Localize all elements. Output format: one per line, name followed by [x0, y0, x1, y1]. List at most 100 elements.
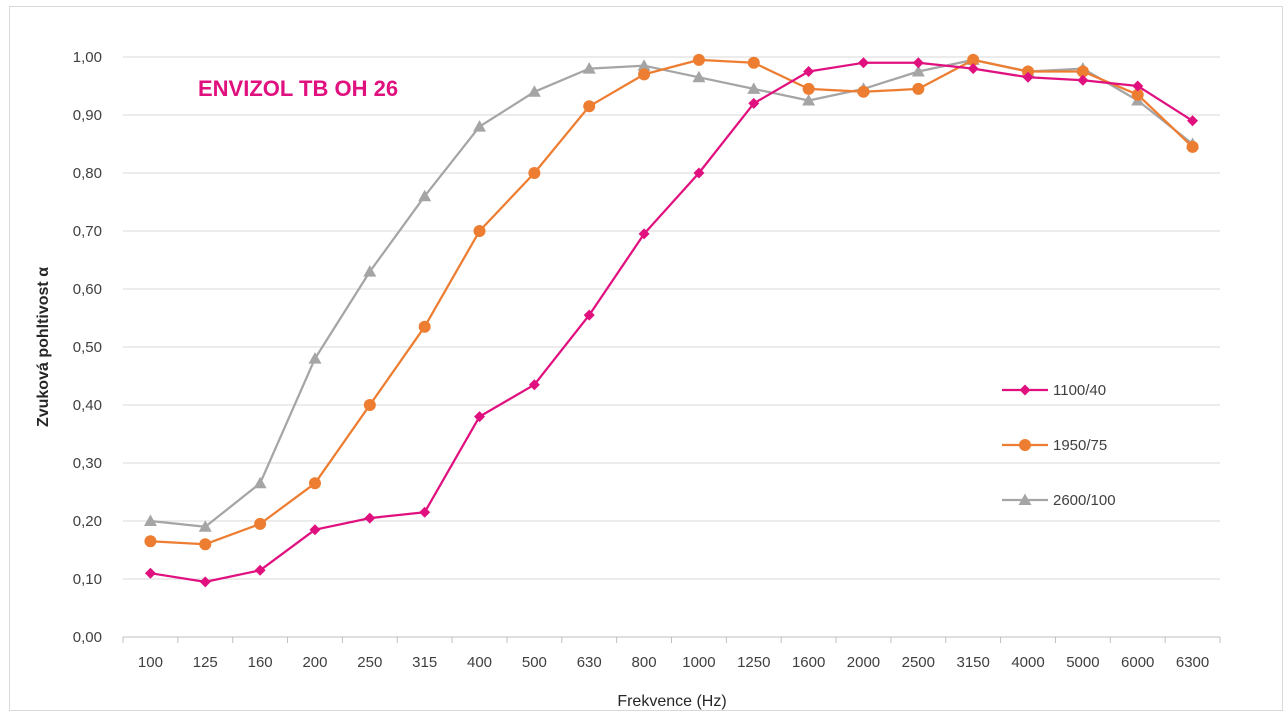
data-point	[637, 59, 651, 71]
series-group	[143, 53, 1200, 588]
series-1100-40	[144, 57, 1199, 588]
y-tick-label: 0,80	[73, 165, 102, 182]
data-point	[1076, 65, 1089, 78]
x-tick-label: 1600	[792, 654, 825, 671]
x-tick-label: 400	[467, 654, 492, 671]
data-point	[528, 379, 540, 391]
x-tick-label: 125	[193, 654, 218, 671]
y-axis-title: Zvuková pohltivost α	[35, 267, 52, 427]
x-axis-title: Frekvence (Hz)	[617, 693, 726, 710]
data-point	[1022, 71, 1034, 83]
x-tick-labels: 100 125 160 200 250 315 400 500 630 800 1000 1250 16…	[138, 654, 1209, 671]
x-tick-label: 315	[412, 654, 437, 671]
x-tick-label: 160	[248, 654, 273, 671]
y-tick-label: 0,00	[73, 629, 102, 646]
data-point	[857, 85, 870, 98]
data-point	[803, 66, 815, 77]
y-tick-label: 0,70	[73, 223, 102, 240]
x-tick-label: 5000	[1066, 654, 1099, 671]
series-line	[150, 58, 1194, 528]
x-tick-label: 3150	[956, 654, 989, 671]
data-point	[364, 512, 376, 524]
y-tick-label: 1,00	[73, 49, 102, 66]
legend-label: 1100/40	[1053, 382, 1106, 399]
x-tick-label: 250	[357, 654, 382, 671]
y-tick-label: 0,50	[73, 339, 102, 356]
y-tick-label: 0,10	[73, 571, 102, 588]
data-point	[747, 56, 760, 69]
data-point	[1187, 115, 1199, 127]
chart-frame	[9, 6, 1283, 711]
legend-marker	[1019, 439, 1031, 451]
y-tick-label: 0,40	[73, 397, 102, 414]
gridlines	[122, 56, 1221, 643]
data-point	[582, 62, 596, 74]
legend-marker	[1019, 384, 1031, 396]
x-tick-label: 500	[522, 654, 547, 671]
data-point	[309, 524, 321, 536]
series-1950-75	[144, 53, 1199, 551]
data-point	[144, 535, 157, 548]
data-point	[363, 265, 377, 277]
data-point	[912, 57, 924, 69]
data-point	[748, 97, 760, 109]
x-tick-label: 6300	[1176, 654, 1209, 671]
data-point	[692, 53, 705, 66]
data-point	[1132, 80, 1144, 92]
data-point	[638, 68, 651, 81]
data-point	[198, 520, 212, 532]
data-point	[747, 82, 761, 94]
legend-item: 1100/40	[1002, 382, 1106, 399]
data-point	[1022, 65, 1035, 78]
data-point	[253, 476, 267, 489]
series-line	[150, 61, 1194, 584]
data-point	[638, 228, 650, 240]
y-tick-label: 0,90	[73, 107, 102, 124]
data-point	[473, 120, 487, 132]
data-point	[254, 517, 267, 530]
legend-marker	[1018, 493, 1032, 505]
data-point	[199, 576, 211, 588]
data-point	[363, 399, 376, 411]
y-tick-label: 0,60	[73, 281, 102, 298]
x-tick-label: 1250	[737, 654, 770, 671]
data-point	[527, 85, 541, 97]
y-tick-labels: 0,00 0,10 0,20 0,30 0,40 0,50 0,60 0,70 0,80 0,90…	[73, 49, 102, 646]
data-point	[1186, 140, 1199, 153]
data-point	[143, 514, 157, 526]
data-point	[144, 567, 156, 579]
x-tick-label: 200	[302, 654, 327, 671]
x-tick-label: 4000	[1011, 654, 1044, 671]
legend-label: 2600/100	[1053, 492, 1116, 509]
x-tick-label: 2500	[902, 654, 935, 671]
series-line	[150, 58, 1194, 546]
data-point	[308, 477, 321, 490]
x-tick-label: 6000	[1121, 654, 1154, 671]
data-point	[692, 70, 706, 83]
x-tick-label: 630	[577, 654, 602, 671]
data-point	[473, 225, 486, 237]
data-point	[199, 538, 212, 551]
legend-label: 1950/75	[1053, 437, 1107, 454]
data-point	[528, 167, 541, 179]
legend: 1100/40 1950/75 2600/100	[1002, 382, 1116, 509]
data-point	[254, 564, 266, 576]
data-point	[474, 411, 486, 423]
data-point	[967, 53, 980, 66]
x-tick-label: 2000	[847, 654, 880, 671]
data-point	[1077, 74, 1089, 86]
chart-title: ENVIZOL TB OH 26	[198, 76, 398, 101]
data-point	[418, 189, 432, 202]
legend-item: 1950/75	[1002, 437, 1107, 454]
x-tick-label: 800	[632, 654, 657, 671]
data-point	[911, 65, 925, 77]
data-point	[693, 167, 705, 179]
data-point	[583, 309, 595, 321]
data-point	[802, 82, 815, 95]
data-point	[857, 57, 869, 69]
data-point	[912, 82, 925, 95]
legend-item: 2600/100	[1002, 492, 1116, 509]
x-tick-label: 100	[138, 654, 163, 671]
data-point	[583, 100, 596, 113]
